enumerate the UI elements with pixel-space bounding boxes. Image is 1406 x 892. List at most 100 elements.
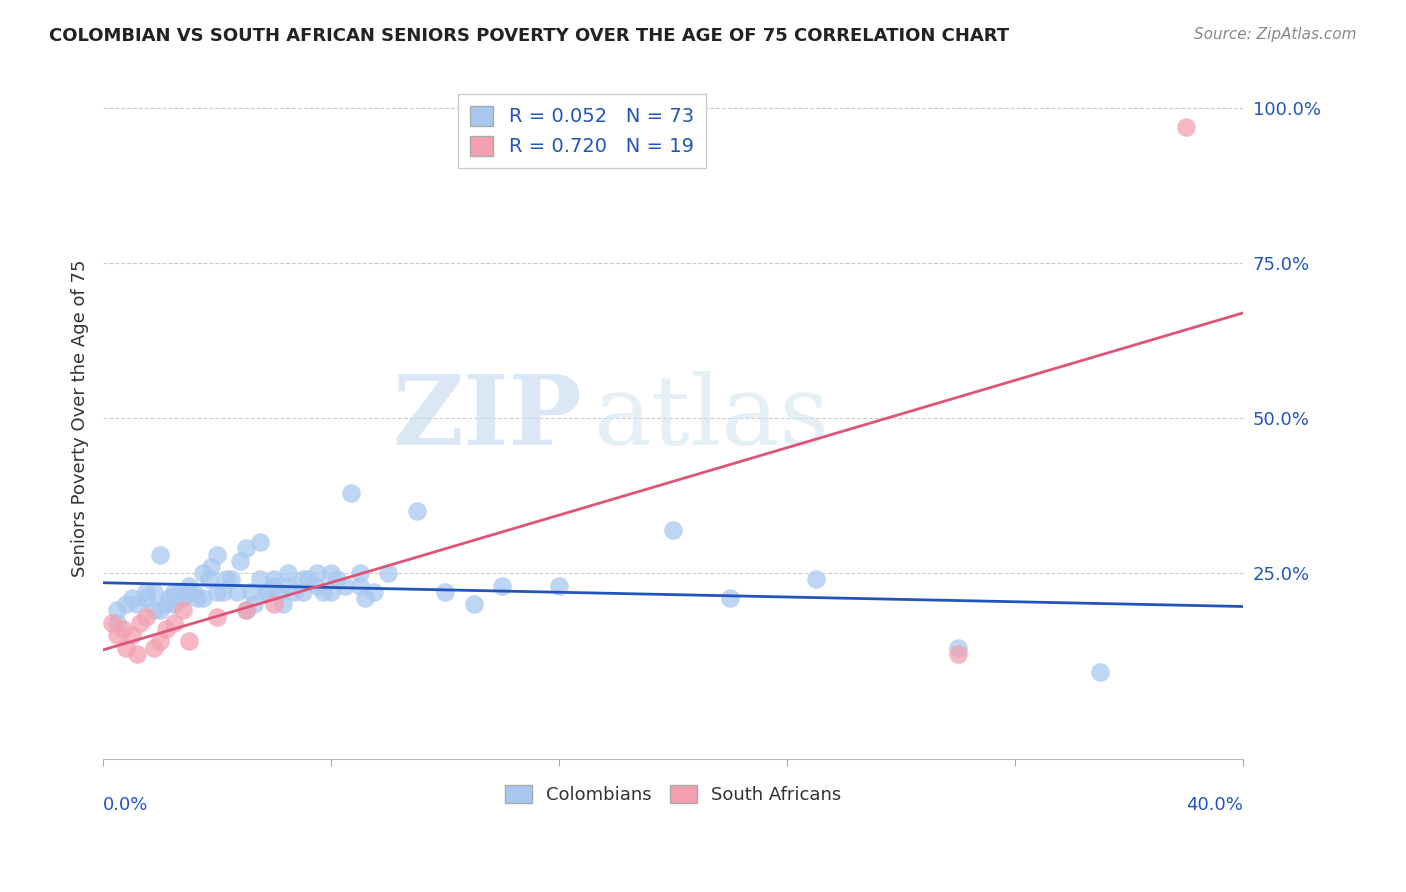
Point bbox=[112, 622, 135, 636]
Point bbox=[149, 634, 172, 648]
Point bbox=[229, 554, 252, 568]
Point bbox=[349, 566, 371, 581]
Point bbox=[335, 578, 357, 592]
Point bbox=[191, 566, 214, 581]
Point bbox=[135, 609, 157, 624]
Point bbox=[240, 584, 263, 599]
Point bbox=[115, 640, 138, 655]
Point bbox=[149, 548, 172, 562]
Point bbox=[235, 541, 257, 556]
Point bbox=[105, 628, 128, 642]
Point bbox=[163, 597, 186, 611]
Point bbox=[271, 597, 294, 611]
Point bbox=[200, 560, 222, 574]
Point bbox=[121, 591, 143, 605]
Point bbox=[183, 584, 205, 599]
Point bbox=[662, 523, 685, 537]
Point bbox=[1175, 120, 1198, 134]
Point bbox=[946, 640, 969, 655]
Point bbox=[718, 591, 741, 605]
Point bbox=[115, 597, 138, 611]
Point bbox=[235, 603, 257, 617]
Point bbox=[377, 566, 399, 581]
Point bbox=[491, 578, 513, 592]
Point bbox=[155, 597, 177, 611]
Point bbox=[269, 584, 291, 599]
Point bbox=[105, 615, 128, 630]
Point bbox=[121, 628, 143, 642]
Point bbox=[155, 622, 177, 636]
Point bbox=[100, 615, 122, 630]
Point bbox=[235, 603, 257, 617]
Point bbox=[143, 640, 166, 655]
Point bbox=[135, 584, 157, 599]
Point bbox=[129, 615, 152, 630]
Point bbox=[946, 647, 969, 661]
Point bbox=[243, 597, 266, 611]
Point bbox=[463, 597, 485, 611]
Text: 40.0%: 40.0% bbox=[1187, 797, 1243, 814]
Point bbox=[297, 573, 319, 587]
Point bbox=[135, 591, 157, 605]
Text: ZIP: ZIP bbox=[392, 371, 582, 466]
Y-axis label: Seniors Poverty Over the Age of 75: Seniors Poverty Over the Age of 75 bbox=[72, 260, 89, 577]
Point bbox=[1090, 665, 1112, 680]
Point bbox=[263, 597, 285, 611]
Point bbox=[305, 566, 328, 581]
Point bbox=[177, 584, 200, 599]
Point bbox=[349, 578, 371, 592]
Point bbox=[172, 591, 194, 605]
Point bbox=[205, 609, 228, 624]
Point bbox=[548, 578, 571, 592]
Point bbox=[319, 566, 342, 581]
Point bbox=[169, 584, 191, 599]
Point bbox=[319, 584, 342, 599]
Point bbox=[263, 573, 285, 587]
Point bbox=[163, 615, 186, 630]
Point bbox=[221, 573, 243, 587]
Point bbox=[263, 578, 285, 592]
Point bbox=[254, 584, 277, 599]
Point bbox=[191, 591, 214, 605]
Point bbox=[205, 548, 228, 562]
Point bbox=[177, 634, 200, 648]
Point bbox=[186, 591, 208, 605]
Point bbox=[163, 584, 186, 599]
Point bbox=[804, 573, 827, 587]
Point bbox=[226, 584, 249, 599]
Point bbox=[305, 578, 328, 592]
Point bbox=[340, 485, 363, 500]
Point bbox=[149, 603, 172, 617]
Point bbox=[214, 573, 236, 587]
Point bbox=[326, 573, 349, 587]
Legend: Colombians, South Africans: Colombians, South Africans bbox=[498, 778, 849, 812]
Point bbox=[354, 591, 377, 605]
Point bbox=[277, 578, 299, 592]
Point bbox=[143, 603, 166, 617]
Point bbox=[291, 584, 314, 599]
Point bbox=[157, 591, 180, 605]
Point bbox=[177, 578, 200, 592]
Point bbox=[172, 603, 194, 617]
Text: atlas: atlas bbox=[593, 371, 830, 466]
Point bbox=[127, 647, 149, 661]
Point bbox=[311, 584, 333, 599]
Point bbox=[205, 584, 228, 599]
Point bbox=[363, 584, 385, 599]
Text: Source: ZipAtlas.com: Source: ZipAtlas.com bbox=[1194, 27, 1357, 42]
Point bbox=[291, 573, 314, 587]
Point bbox=[249, 573, 271, 587]
Point bbox=[127, 597, 149, 611]
Point bbox=[277, 566, 299, 581]
Point bbox=[405, 504, 427, 518]
Point bbox=[143, 584, 166, 599]
Point bbox=[211, 584, 233, 599]
Point bbox=[249, 535, 271, 549]
Point bbox=[283, 584, 305, 599]
Text: COLOMBIAN VS SOUTH AFRICAN SENIORS POVERTY OVER THE AGE OF 75 CORRELATION CHART: COLOMBIAN VS SOUTH AFRICAN SENIORS POVER… bbox=[49, 27, 1010, 45]
Text: 0.0%: 0.0% bbox=[103, 797, 149, 814]
Point bbox=[257, 584, 280, 599]
Point bbox=[434, 584, 457, 599]
Point bbox=[105, 603, 128, 617]
Point bbox=[197, 573, 219, 587]
